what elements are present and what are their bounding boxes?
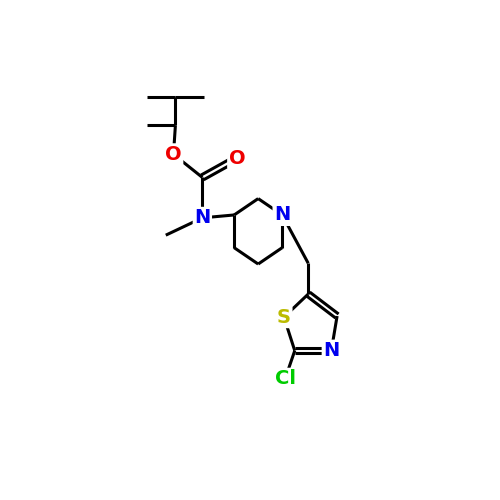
Text: N: N xyxy=(194,208,210,228)
Text: O: O xyxy=(228,148,246,168)
Text: N: N xyxy=(323,341,340,360)
Text: O: O xyxy=(165,145,182,164)
Text: S: S xyxy=(277,308,291,326)
Text: N: N xyxy=(274,206,290,225)
Text: Cl: Cl xyxy=(274,370,295,388)
